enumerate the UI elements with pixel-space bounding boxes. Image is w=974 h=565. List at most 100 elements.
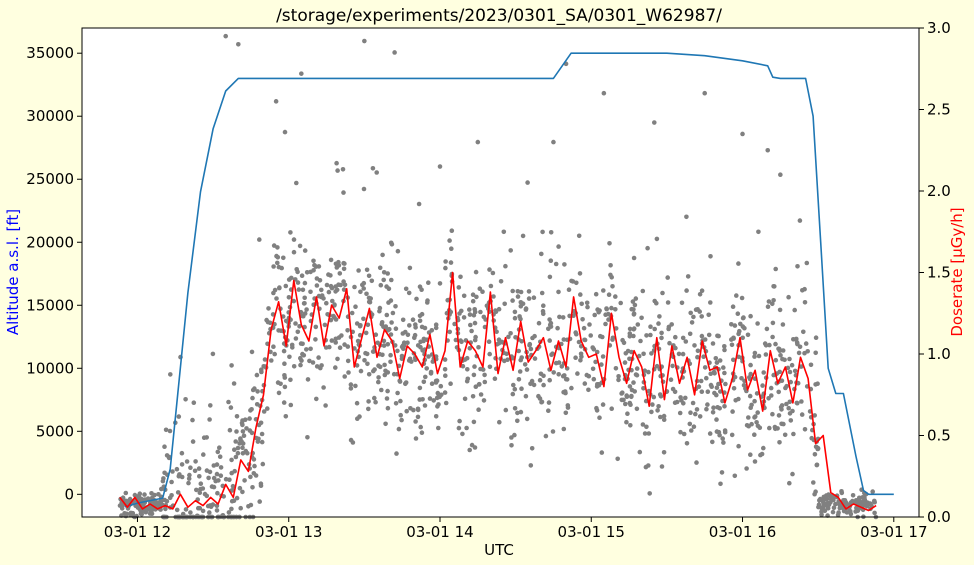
scatter-point [547,274,553,280]
scatter-point [426,354,431,359]
scatter-point [361,316,366,322]
scatter-point [756,229,761,235]
scatter-point [462,396,468,402]
scatter-point [546,400,552,405]
scatter-point [465,376,471,382]
scatter-point [448,381,453,387]
scatter-point [428,371,434,376]
scatter-point [326,289,332,295]
scatter-point [763,352,769,357]
scatter-point [864,503,870,509]
scatter-point [512,386,518,392]
scatter-point [324,282,330,288]
chart-title: /storage/experiments/2023/0301_SA/0301_W… [276,6,722,26]
scatter-point [754,391,760,396]
scatter-point [381,270,387,275]
scatter-point [207,417,212,422]
scatter-point [823,493,829,498]
scatter-point [584,300,590,306]
scatter-point [413,436,419,441]
scatter-point [334,160,339,166]
scatter-point [548,230,554,235]
scatter-point [716,381,721,387]
scatter-point [526,289,532,294]
scatter-point [525,180,530,185]
scatter-point [804,260,810,266]
scatter-point [660,290,665,296]
scatter-point [670,386,676,392]
scatter-point [385,271,391,276]
scatter-point [613,307,618,312]
scatter-point [174,466,180,472]
series-lines [119,52,894,512]
scatter-point [547,317,552,322]
scatter-point [711,405,716,411]
scatter-point [524,416,530,422]
scatter-point [308,289,313,295]
scatter-point [491,294,496,299]
scatter-point [314,396,319,402]
scatter-point [763,343,769,348]
scatter-point [299,313,305,319]
scatter-point [382,362,387,368]
scatter-point [746,423,751,429]
scatter-point [657,314,662,319]
scatter-point [340,167,346,172]
scatter-point [715,405,720,410]
scatter-point [241,433,247,439]
scatter-point [417,318,423,324]
scatter-point [333,261,339,267]
scatter-point [407,265,413,271]
scatter-point [666,326,671,332]
scatter-point [467,312,473,317]
scatter-point [523,306,529,311]
x-tick-label: 03-01 16 [709,523,776,541]
scatter-point [755,321,760,326]
scatter-point [745,332,751,338]
scatter-point [427,396,433,401]
y-right-tick-label: 3.0 [927,19,951,37]
scatter-point [599,362,604,367]
scatter-point [651,394,657,400]
scatter-point [420,348,425,353]
scatter-point [647,491,652,496]
scatter-point [576,233,582,239]
scatter-point [403,381,408,387]
scatter-point [705,389,711,395]
scatter-point [765,304,771,310]
scatter-point [472,320,478,326]
scatter-point [335,168,340,173]
scatter-point [584,372,590,378]
scatter-point [759,451,765,457]
scatter-point [362,38,367,44]
y-left-tick-label: 20000 [26,233,74,251]
scatter-point [438,383,444,389]
scatter-point [162,444,167,450]
y-left-tick-label: 15000 [26,296,74,314]
scatter-point [240,451,246,456]
scatter-point [431,398,437,403]
scatter-point [649,409,654,415]
scatter-point [577,271,583,276]
scatter-point [361,186,367,192]
scatter-point [613,326,619,331]
scatter-point [792,368,798,374]
scatter-point [248,474,253,480]
scatter-point [518,357,523,363]
scatter-point [821,501,826,506]
scatter-point [593,291,599,297]
scatter-point [532,356,538,361]
scatter-point [120,495,126,501]
scatter-point [381,277,387,283]
scatter-point [286,295,292,300]
scatter-point [502,358,507,364]
scatter-point [579,354,584,359]
scatter-point [604,306,609,312]
scatter-point [193,459,198,464]
scatter-point [142,492,147,497]
scatter-point [621,397,626,403]
scatter-point [423,374,428,380]
scatter-point [257,499,263,504]
scatter-point [795,400,800,406]
